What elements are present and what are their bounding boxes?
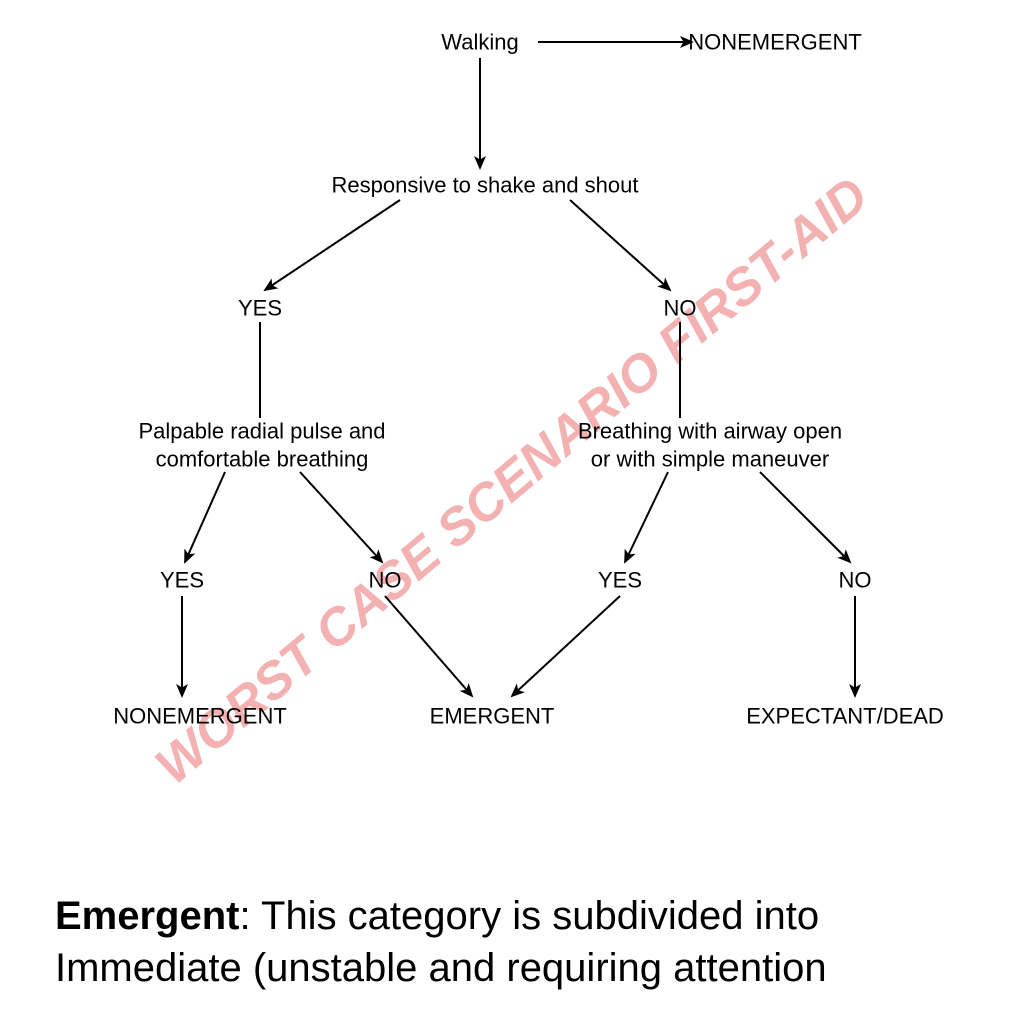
edge-responsive-respNo — [570, 200, 670, 290]
edge-palpable-palpNo — [300, 472, 382, 562]
edge-breathing-breNo — [760, 472, 850, 562]
caption-text: Emergent: This category is subdivided in… — [55, 890, 984, 994]
caption-term: Emergent — [55, 894, 240, 938]
node-responsive: Responsive to shake and shout — [332, 171, 639, 199]
edge-palpable-palpYes — [185, 472, 225, 562]
node-breathing: Breathing with airway open or with simpl… — [545, 418, 875, 473]
node-palpable: Palpable radial pulse and comfortable br… — [102, 418, 422, 473]
node-expectant: EXPECTANT/DEAD — [746, 702, 944, 730]
node-nonemergent_top: NONEMERGENT — [688, 28, 862, 56]
node-nonemergent: NONEMERGENT — [113, 702, 287, 730]
node-respYes: YES — [238, 294, 282, 322]
node-respNo: NO — [664, 294, 697, 322]
node-emergent: EMERGENT — [430, 702, 555, 730]
node-palpNo: NO — [369, 566, 402, 594]
diagram-canvas: WORST CASE SCENARIO FIRST-AID WalkingNON… — [0, 0, 1024, 1024]
edge-breYes-emergent — [512, 596, 620, 696]
edge-breathing-breYes — [625, 472, 668, 562]
node-walking: Walking — [441, 28, 518, 56]
node-breNo: NO — [839, 566, 872, 594]
node-breYes: YES — [598, 566, 642, 594]
flowchart-edges — [0, 0, 1024, 1024]
edge-responsive-respYes — [265, 200, 400, 290]
edge-palpNo-emergent — [385, 596, 472, 696]
node-palpYes: YES — [160, 566, 204, 594]
